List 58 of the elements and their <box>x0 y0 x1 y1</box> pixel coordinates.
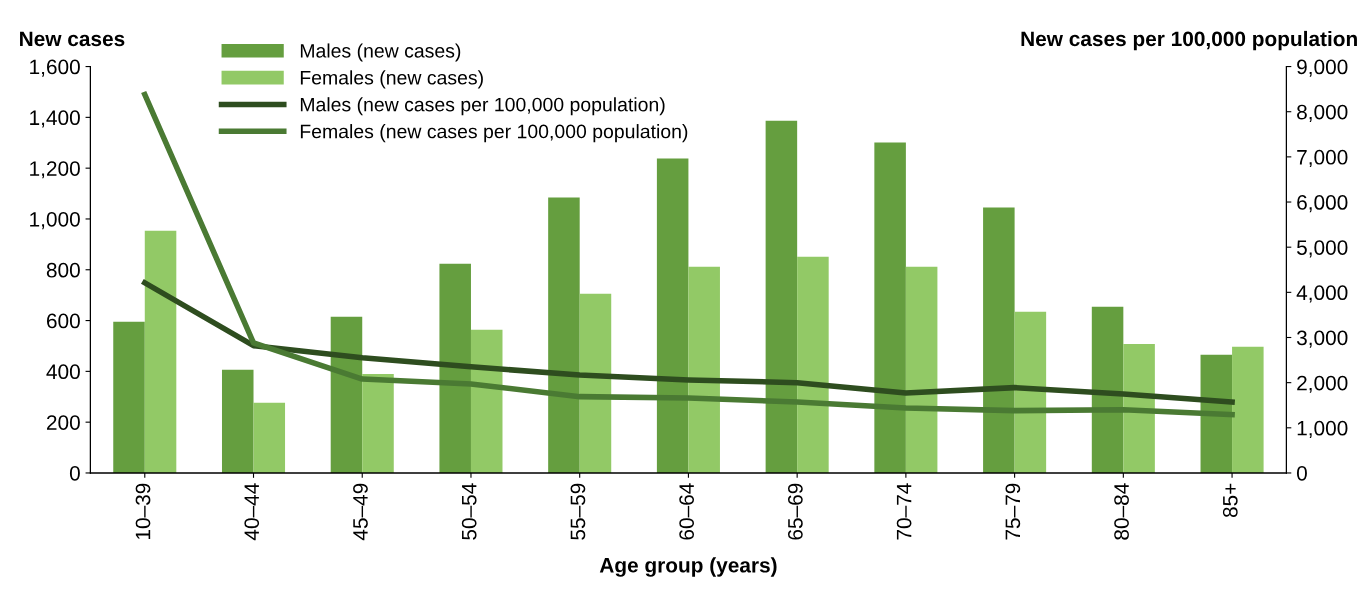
y2-tick-label: 2,000 <box>1297 375 1348 393</box>
y-tick-label: 1,600 <box>30 59 80 77</box>
x-tick-label: 50–54 <box>461 483 477 540</box>
bar <box>144 230 177 473</box>
bar <box>1091 306 1124 473</box>
bar <box>656 158 689 473</box>
legend-label: Males (new cases per 100,000 population) <box>300 97 665 116</box>
bar <box>579 293 612 473</box>
y2-tick-label: 6,000 <box>1297 195 1348 213</box>
bar <box>330 316 363 473</box>
x-tick-label: 10–39 <box>135 483 151 540</box>
bar <box>765 120 798 473</box>
y2-axis-title: New cases per 100,000 population <box>1021 30 1357 51</box>
y2-tick-label: 8,000 <box>1297 104 1348 122</box>
bar <box>797 256 829 473</box>
bar <box>983 207 1015 473</box>
x-tick-label: 55–59 <box>570 483 586 540</box>
y-tick-label: 400 <box>46 364 80 380</box>
bar <box>470 329 503 473</box>
y-tick-label: 1,400 <box>30 110 80 128</box>
bar <box>1123 343 1155 473</box>
bar <box>1232 346 1264 473</box>
y-tick-label: 800 <box>46 262 80 278</box>
y2-tick-label: 1,000 <box>1297 420 1348 439</box>
y2-tick-label: 0 <box>1296 465 1307 481</box>
legend-label: Males (new cases) <box>300 43 461 62</box>
bar <box>1014 311 1047 473</box>
bar <box>362 373 394 473</box>
bar <box>253 402 286 473</box>
y-tick-label: 1,000 <box>30 211 80 230</box>
y2-tick-label: 4,000 <box>1296 285 1348 303</box>
y-tick-label: 0 <box>69 465 80 481</box>
legend-label: Females (new cases) <box>300 70 483 89</box>
x-tick-label: 80–84 <box>1114 483 1129 540</box>
x-axis-title: Age group (years) <box>599 557 777 577</box>
bar <box>113 321 145 473</box>
bar <box>221 369 254 473</box>
x-tick-label: 75–79 <box>1005 483 1021 540</box>
y2-tick-label: 3,000 <box>1296 330 1348 348</box>
y-tick-label: 200 <box>46 415 80 430</box>
x-tick-label: 40–44 <box>244 483 260 541</box>
y-axis-title: New cases <box>20 31 125 47</box>
legend-label: Females (new cases per 100,000 population) <box>300 124 688 143</box>
x-tick-label: 45–49 <box>353 483 368 541</box>
x-tick-label: 70–74 <box>896 483 912 540</box>
y-tick-label: 600 <box>47 313 80 329</box>
bar <box>905 266 938 473</box>
x-tick-label: 60–64 <box>679 483 695 540</box>
x-tick-label: 65–69 <box>787 483 803 540</box>
bar <box>874 142 906 473</box>
bar <box>688 266 720 473</box>
y2-tick-label: 9,000 <box>1297 59 1348 77</box>
bar <box>439 263 471 473</box>
y2-tick-label: 7,000 <box>1297 149 1348 168</box>
y-tick-label: 1,200 <box>30 161 80 179</box>
y2-tick-label: 5,000 <box>1296 240 1348 258</box>
bar <box>548 197 580 473</box>
x-tick-label: 85+ <box>1222 483 1238 518</box>
